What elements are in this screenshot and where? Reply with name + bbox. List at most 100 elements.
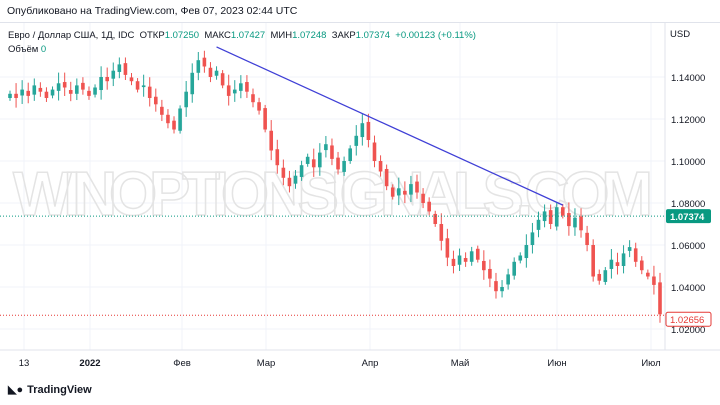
candle-body bbox=[494, 281, 498, 292]
candle-body bbox=[615, 262, 620, 266]
candle-body bbox=[117, 64, 122, 72]
candle-body bbox=[220, 73, 225, 86]
candle-body bbox=[597, 273, 602, 281]
candle-body bbox=[287, 177, 292, 187]
trend-line bbox=[216, 46, 564, 206]
y-tick-label: 1.02000 bbox=[671, 325, 705, 336]
candle-body bbox=[196, 60, 201, 73]
candle-body bbox=[652, 276, 656, 285]
candle-body bbox=[585, 232, 589, 245]
candle-body bbox=[184, 91, 188, 108]
candle-body bbox=[299, 165, 304, 177]
candle-body bbox=[463, 258, 468, 262]
candle-body bbox=[32, 85, 37, 95]
candle-body bbox=[293, 175, 298, 184]
last-price-badge bbox=[665, 311, 712, 327]
candle-body bbox=[390, 187, 395, 197]
candle-body bbox=[372, 142, 377, 161]
tradingview-logo[interactable]: ◣● TradingView bbox=[8, 383, 92, 397]
x-tick-label: Фев bbox=[173, 358, 191, 369]
symbol-name: Евро / Доллар США, 1Д, IDC bbox=[8, 30, 135, 41]
candle-body bbox=[342, 161, 346, 172]
high-label: МАКС bbox=[204, 30, 231, 41]
x-tick-label: Июн bbox=[547, 358, 566, 369]
candle-body bbox=[409, 184, 413, 195]
candle-body bbox=[621, 253, 626, 266]
x-tick-label: Мар bbox=[257, 358, 276, 369]
volume-value: 0 bbox=[40, 44, 47, 55]
candle-body bbox=[99, 77, 103, 91]
candle-body bbox=[518, 255, 523, 261]
candle-body bbox=[445, 238, 450, 258]
candle-body bbox=[603, 270, 608, 282]
candle-body bbox=[178, 108, 182, 131]
candle-body bbox=[506, 274, 510, 285]
candle-body bbox=[421, 193, 425, 203]
candle-body bbox=[305, 156, 310, 164]
candle-body bbox=[44, 91, 49, 98]
candle-body bbox=[561, 207, 565, 216]
low-label: МИН bbox=[270, 30, 293, 41]
candle-body bbox=[111, 70, 116, 79]
candle-body bbox=[239, 83, 243, 91]
chart-frame bbox=[0, 22, 720, 378]
candle-body bbox=[275, 149, 280, 166]
candle-body bbox=[366, 121, 371, 140]
candle-body bbox=[627, 247, 632, 251]
y-tick-label: 1.10000 bbox=[671, 157, 705, 168]
candle-body bbox=[38, 87, 43, 92]
candle-body bbox=[336, 157, 340, 170]
candle-body bbox=[633, 248, 638, 262]
candle-body bbox=[160, 106, 164, 115]
candle-body bbox=[257, 102, 261, 111]
candle-body bbox=[56, 83, 61, 91]
x-tick-label: Июл bbox=[641, 358, 660, 369]
candle-body bbox=[172, 120, 176, 130]
logo-text: TradingView bbox=[27, 383, 92, 396]
candle-body bbox=[403, 190, 407, 195]
candle-body bbox=[469, 251, 474, 262]
candle-body bbox=[354, 135, 359, 146]
candle-body bbox=[475, 248, 480, 260]
candle-body bbox=[567, 213, 571, 227]
candle-body bbox=[512, 261, 517, 276]
candle-body bbox=[153, 96, 158, 105]
candle-body bbox=[384, 168, 389, 187]
candle-body bbox=[396, 188, 401, 196]
candle-body bbox=[536, 219, 541, 230]
candle-body bbox=[646, 272, 650, 277]
close-value: 1.07374 bbox=[355, 30, 391, 41]
last-price-label: 1.02656 bbox=[670, 315, 704, 326]
published-caption: Опубликовано на TradingView.com, Фев 07,… bbox=[7, 5, 298, 17]
candle-body bbox=[147, 86, 152, 98]
candle-body bbox=[166, 114, 170, 124]
y-tick-label: 1.12000 bbox=[671, 115, 705, 126]
candle-body bbox=[135, 81, 140, 90]
candle-body bbox=[609, 259, 614, 269]
y-tick-label: 1.06000 bbox=[671, 241, 705, 252]
candle-body bbox=[639, 260, 644, 271]
candle-body bbox=[81, 82, 85, 90]
candle-body bbox=[50, 89, 55, 96]
x-tick-label: Апр bbox=[362, 358, 379, 369]
x-tick-label: Май bbox=[451, 358, 470, 369]
open-label: ОТКР bbox=[139, 30, 165, 41]
candle-body bbox=[482, 260, 486, 271]
candle-body bbox=[123, 63, 128, 75]
candle-body bbox=[439, 224, 444, 241]
candle-body bbox=[20, 89, 24, 96]
candle-body bbox=[68, 90, 73, 94]
y-tick-label: 1.08000 bbox=[671, 199, 705, 210]
candle-body bbox=[245, 82, 249, 92]
current-price-badge bbox=[666, 209, 711, 224]
candle-body bbox=[324, 144, 328, 151]
candle-body bbox=[232, 89, 237, 94]
candle-body bbox=[360, 123, 365, 138]
candle-body bbox=[311, 159, 316, 168]
candle-body bbox=[427, 201, 431, 212]
candle-body bbox=[87, 90, 91, 96]
candle-body bbox=[573, 217, 577, 228]
candle-body bbox=[500, 287, 504, 292]
open-value: 1.07250 bbox=[164, 30, 200, 41]
